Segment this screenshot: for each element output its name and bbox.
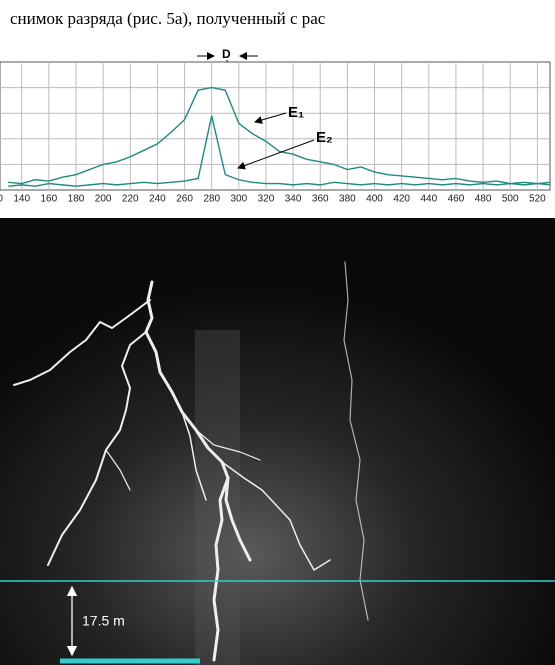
e1-label: E₁: [288, 104, 304, 121]
series-line: [8, 115, 550, 187]
x-tick-label: 300: [230, 194, 247, 205]
e2-arrow: [237, 139, 315, 170]
x-tick-label: 120: [0, 194, 3, 205]
scale-label: 17.5 m: [82, 613, 125, 629]
chart: 120 140 160 180 200 220 240 260 280 300 320 340 360 3…: [0, 47, 551, 205]
x-tick-label: 320: [258, 194, 275, 205]
x-tick-label: 260: [176, 194, 193, 205]
body-text: снимок разряда (рис. 5а), полученный с р…: [10, 9, 326, 28]
x-tick-label: 360: [312, 194, 329, 205]
x-tick-label: 240: [149, 194, 166, 205]
x-tick-label: 200: [95, 194, 112, 205]
x-tick-label: 180: [68, 194, 85, 205]
x-tick-label: 420: [393, 194, 410, 205]
x-tick-label: 220: [122, 194, 139, 205]
x-tick-label: 400: [366, 194, 383, 205]
lightning-photo: 17.5 m: [0, 218, 555, 665]
x-tick-label: 340: [285, 194, 302, 205]
x-tick-label: 520: [529, 194, 546, 205]
x-tick-label: 160: [41, 194, 58, 205]
series-line: [8, 86, 550, 185]
plot-frame: [0, 61, 551, 191]
x-tick-label: 280: [203, 194, 220, 205]
row-grid: [0, 87, 550, 165]
x-tick-label: 440: [420, 194, 437, 205]
x-tick-label: 480: [475, 194, 492, 205]
x-tick-label: 380: [339, 194, 356, 205]
e2-label: E₂: [316, 129, 333, 146]
d-label: D: [222, 47, 231, 61]
x-tick-label: 140: [13, 194, 30, 205]
e1-arrow: [254, 112, 287, 124]
x-tick-label: 500: [502, 194, 519, 205]
x-tick-label: 460: [448, 194, 465, 205]
